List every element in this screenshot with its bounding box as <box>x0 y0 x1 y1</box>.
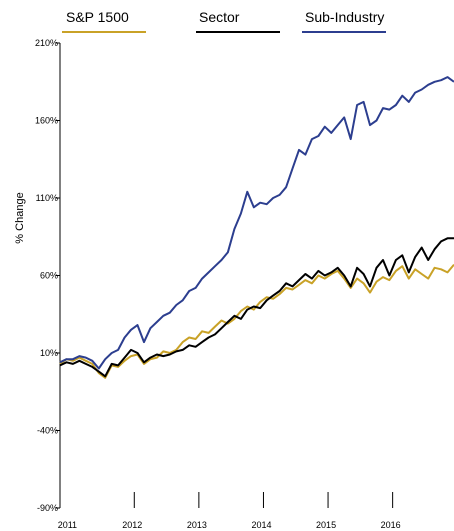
x-tick-label: 2011 <box>58 520 77 530</box>
x-tick-label: 2012 <box>122 520 142 530</box>
y-tick-label: 110% <box>36 193 58 203</box>
y-tick-label: 160% <box>35 116 58 126</box>
x-tick-label: 2014 <box>251 520 271 530</box>
series-line-sub-industry <box>60 77 454 368</box>
y-tick-label: -40% <box>37 426 58 436</box>
series-line-sp1500 <box>60 265 454 378</box>
y-tick-label: 60% <box>40 271 58 281</box>
x-tick-label: 2013 <box>187 520 207 530</box>
x-tick-label: 2016 <box>381 520 401 530</box>
x-tick-label: 2015 <box>316 520 336 530</box>
y-tick-label: -90% <box>37 503 58 513</box>
y-tick-label: 210% <box>35 38 58 48</box>
y-tick-label: 10% <box>40 348 58 358</box>
series-line-sector <box>60 238 454 376</box>
